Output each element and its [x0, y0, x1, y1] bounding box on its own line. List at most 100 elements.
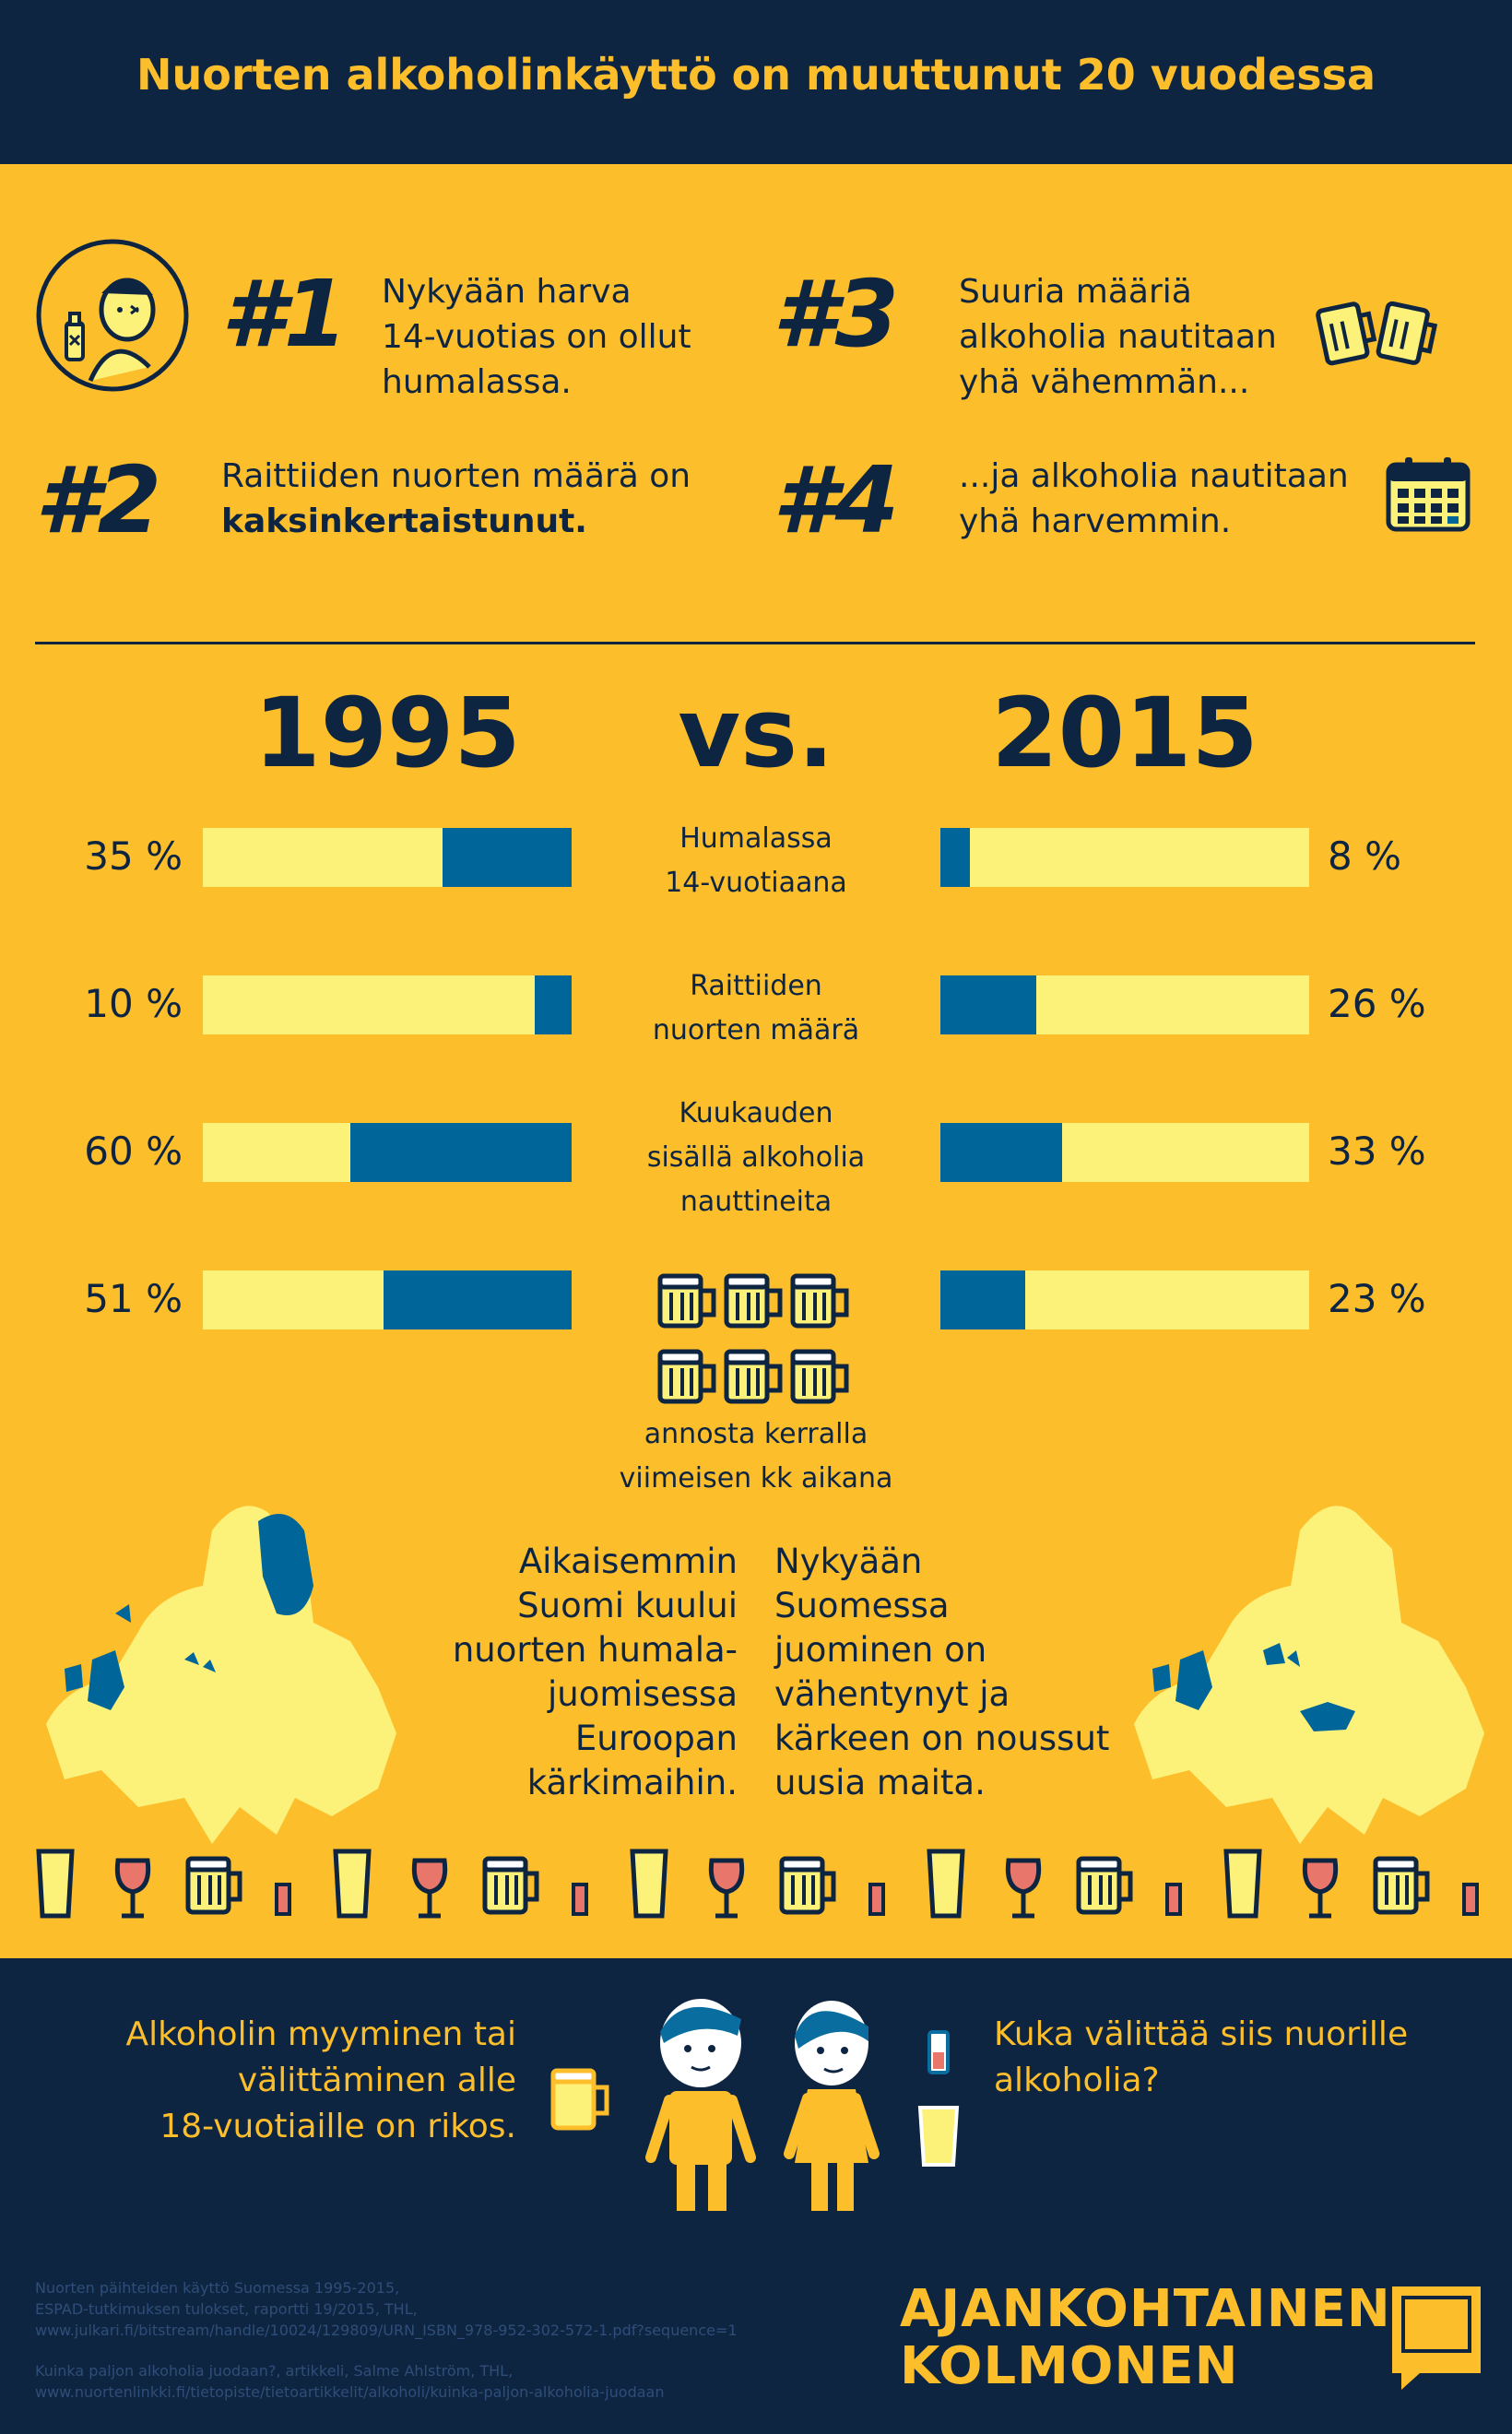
right-bar-fill: [940, 828, 970, 887]
right-bar-fill: [940, 1270, 1025, 1329]
source-block-2: Kuinka paljon alkoholia juodaan?, artikk…: [35, 2360, 865, 2403]
metric-label: Humalassa 14-vuotiaana: [618, 817, 894, 905]
fact-4-line: ...ja alkoholia nautitaan: [959, 457, 1349, 495]
section-divider: [35, 642, 1475, 644]
year-2015: 2015: [991, 677, 1258, 789]
map-text-line: Nykyään: [774, 1542, 923, 1581]
map-text-line: juominen on: [774, 1630, 987, 1670]
metric-label: Raittiiden nuorten määrä: [618, 964, 894, 1053]
calendar-icon: [1386, 457, 1471, 532]
footer-line: alkoholia?: [994, 2062, 1160, 2099]
left-bar: [203, 975, 572, 1034]
fact-2-number: #2: [35, 446, 161, 554]
left-bar: [203, 1270, 572, 1329]
map-text-line: Suomi kuului: [517, 1586, 738, 1625]
vs-label: vs.: [678, 677, 834, 789]
fact-2-line: Raittiiden nuorten määrä on: [221, 457, 691, 495]
fact-1-line: humalassa.: [382, 363, 572, 401]
right-percent: 23 %: [1328, 1276, 1426, 1321]
fact-4-number: #4: [773, 446, 899, 554]
fact-1-line: 14-vuotias on ollut: [382, 318, 691, 356]
map-text-line: kärkeen on noussut: [774, 1719, 1110, 1758]
fact-3-line: yhä vähemmän...: [959, 363, 1250, 401]
map-text-line: Aikaisemmin: [518, 1542, 738, 1581]
beer-mug-icon: [550, 2068, 609, 2131]
metric-label: annosta kerralla viimeisen kk aikana: [618, 1412, 894, 1501]
map-text-left: Aikaisemmin Suomi kuului nuorten humala-…: [406, 1540, 738, 1805]
footer-line: välittäminen alle: [237, 2062, 516, 2099]
page-title: Nuorten alkoholinkäyttö on muuttunut 20 …: [136, 50, 1376, 100]
left-percent: 35 %: [84, 833, 183, 879]
fact-4-text: ...ja alkoholia nautitaan yhä harvemmin.: [959, 454, 1349, 544]
metric-label-line: Raittiiden: [690, 970, 822, 1002]
map-text-line: nuorten humala-: [452, 1630, 738, 1670]
metric-label-line: nauttineita: [679, 1186, 833, 1218]
left-bar: [203, 1123, 572, 1182]
metric-label-line: 14-vuotiaana: [665, 867, 847, 899]
shot-and-glass-icon: [917, 2030, 960, 2167]
header-bar: [0, 0, 1512, 164]
right-bar: [940, 828, 1309, 887]
year-1995: 1995: [254, 677, 521, 789]
map-text-line: vähentynyt ja: [774, 1674, 1010, 1714]
footer-right-text: Kuka välittää siis nuorille alkoholia?: [994, 2012, 1473, 2104]
left-percent: 60 %: [84, 1128, 183, 1174]
right-bar-fill: [940, 1123, 1062, 1182]
metric-label-line: annosta kerralla: [644, 1418, 868, 1450]
fact-3-line: alkoholia nautitaan: [959, 318, 1277, 356]
europe-map-2015: [1134, 1506, 1484, 1844]
brand-logo: AJANKOHTAINEN KOLMONEN: [900, 2281, 1391, 2395]
speech-bubble-logo-icon: [1392, 2286, 1481, 2390]
source-line: Nuorten päihteiden käyttö Suomessa 1995-…: [35, 2279, 400, 2297]
map-text-right: Nykyään Suomessa juominen on vähentynyt …: [774, 1540, 1143, 1805]
fact-4-line: yhä harvemmin.: [959, 502, 1232, 540]
source-line: Kuinka paljon alkoholia juodaan?, artikk…: [35, 2362, 514, 2380]
left-bar-fill: [384, 1270, 572, 1329]
footer-line: 18-vuotiaille on rikos.: [159, 2108, 516, 2145]
fact-3-number: #3: [773, 260, 899, 368]
metric-label-line: viimeisen kk aikana: [619, 1462, 893, 1495]
map-text-line: Suomessa: [774, 1586, 950, 1625]
footer-line: Kuka välittää siis nuorille: [994, 2015, 1409, 2053]
right-bar: [940, 975, 1309, 1034]
metric-label-line: nuorten määrä: [652, 1014, 860, 1046]
left-bar-fill: [350, 1123, 572, 1182]
right-percent: 8 %: [1328, 833, 1401, 879]
metric-label-line: Humalassa: [679, 822, 833, 855]
europe-map-1995: [46, 1506, 396, 1844]
fact-1-number: #1: [221, 260, 348, 368]
six-beer-mugs-icon: [656, 1270, 856, 1407]
left-bar-fill: [535, 975, 572, 1034]
metric-label-line: sisällä alkoholia: [646, 1141, 866, 1174]
source-line: ESPAD-tutkimuksen tulokset, raportti 19/…: [35, 2300, 418, 2318]
right-percent: 33 %: [1328, 1128, 1426, 1174]
brand-line: AJANKOHTAINEN: [900, 2279, 1391, 2339]
left-percent: 10 %: [84, 981, 183, 1026]
left-bar: [203, 828, 572, 887]
source-link[interactable]: www.julkari.fi/bitstream/handle/10024/12…: [35, 2322, 738, 2339]
right-bar: [940, 1123, 1309, 1182]
map-text-line: kärkimaihin.: [526, 1763, 738, 1802]
fact-1-text: Nykyään harva 14-vuotias on ollut humala…: [382, 269, 691, 405]
right-bar-fill: [940, 975, 1036, 1034]
source-block-1: Nuorten päihteiden käyttö Suomessa 1995-…: [35, 2277, 865, 2341]
brand-line: KOLMONEN: [900, 2336, 1239, 2396]
person-with-bottle-icon: [36, 239, 189, 392]
right-bar: [940, 1270, 1309, 1329]
map-text-line: Euroopan: [574, 1719, 738, 1758]
fact-3-text: Suuria määriä alkoholia nautitaan yhä vä…: [959, 269, 1277, 405]
source-link[interactable]: www.nuortenlinkki.fi/tietopiste/tietoart…: [35, 2383, 665, 2401]
drinks-row: [28, 1844, 1479, 1927]
left-percent: 51 %: [84, 1276, 183, 1321]
fact-1-line: Nykyään harva: [382, 273, 632, 311]
clinking-beer-mugs-icon: [1316, 301, 1438, 366]
fact-3-line: Suuria määriä: [959, 273, 1192, 311]
fact-2-bold: kaksinkertaistunut.: [221, 502, 587, 540]
footer-line: Alkoholin myyminen tai: [125, 2015, 516, 2053]
map-text-line: juomisessa: [548, 1674, 738, 1714]
fact-2-text: Raittiiden nuorten määrä on kaksinkertai…: [221, 454, 691, 544]
two-youths-illustration: [645, 1999, 880, 2211]
footer-panel: [0, 1958, 1512, 2434]
left-bar-fill: [443, 828, 572, 887]
map-text-line: uusia maita.: [774, 1763, 986, 1802]
